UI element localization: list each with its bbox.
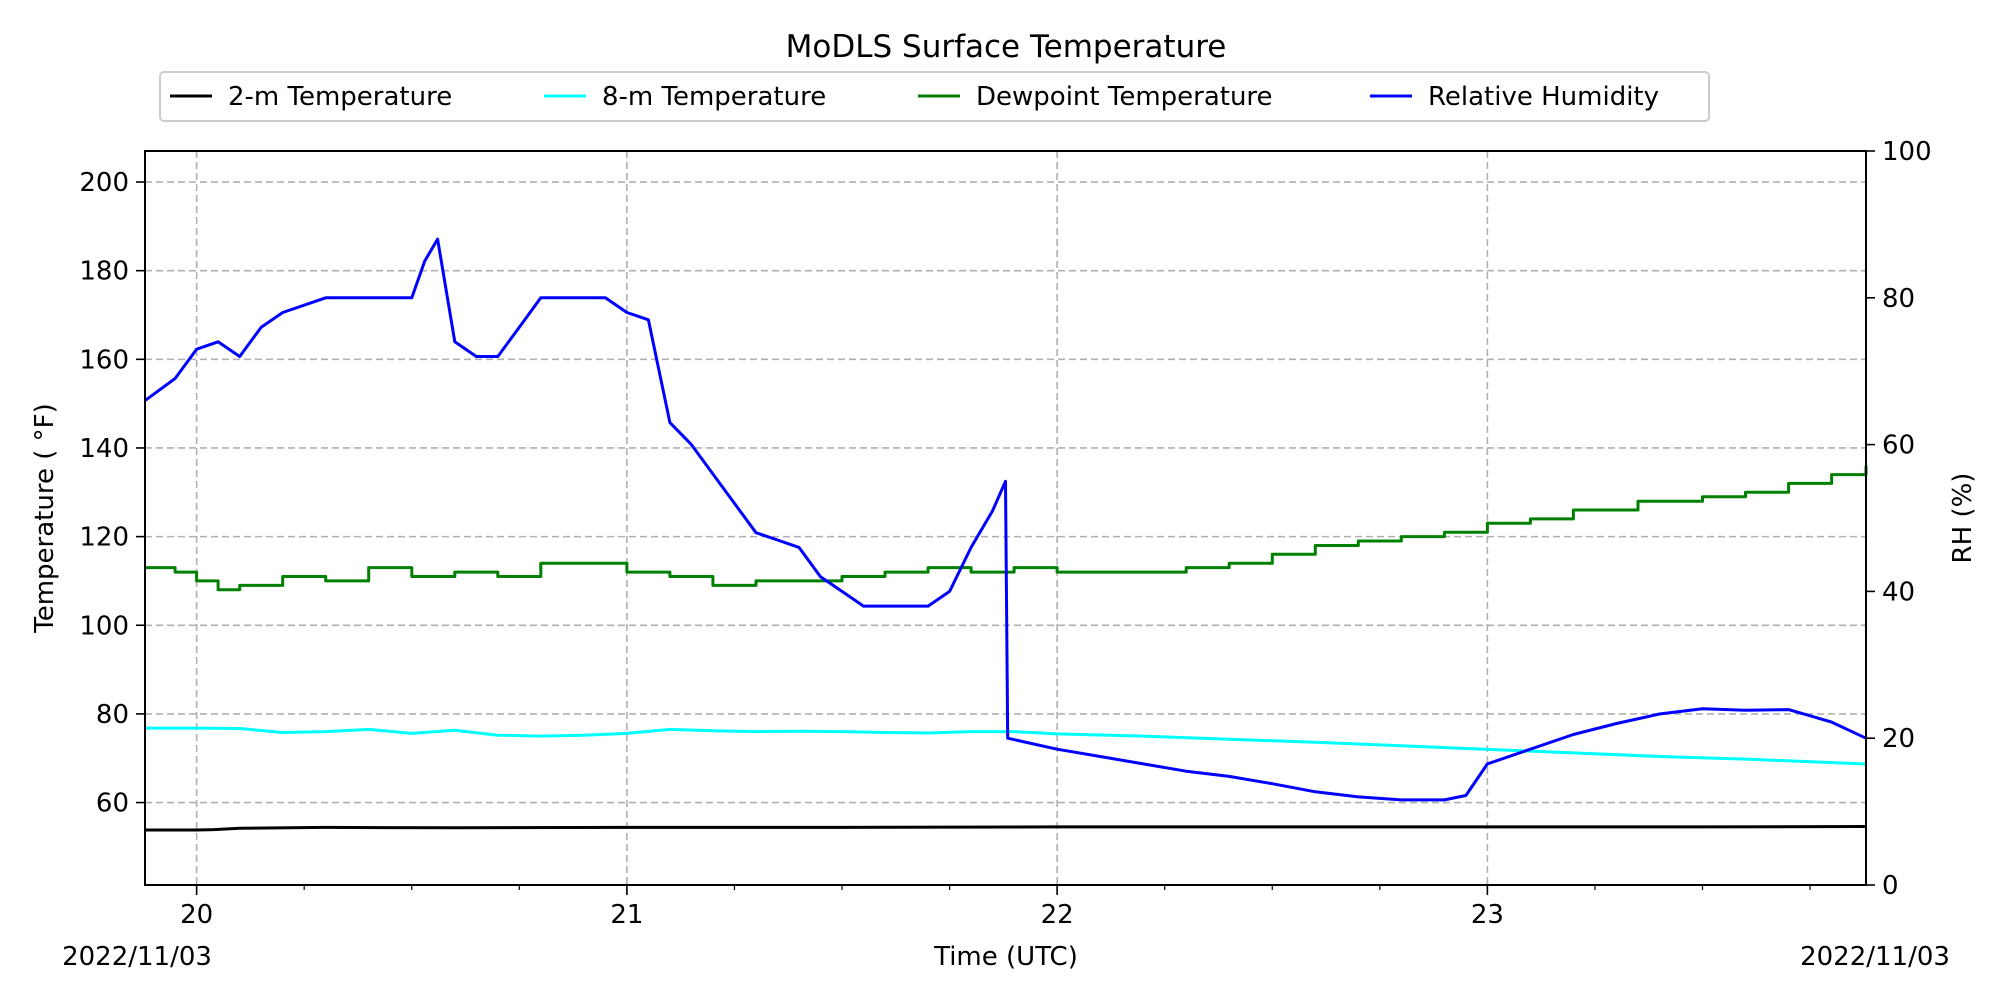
series-layer [144, 237, 1868, 832]
plot-frame [144, 150, 1867, 886]
y-tick-label-7: 200 [79, 168, 129, 198]
x-axis-label: Time (UTC) [933, 942, 1078, 972]
legend-label-2: Dewpoint Temperature [976, 82, 1273, 112]
y2-tick-label-2: 40 [1882, 577, 1915, 607]
grid [145, 151, 1866, 885]
legend-label-1: 8-m Temperature [602, 82, 826, 112]
y2-tick-label-5: 100 [1882, 137, 1932, 167]
series-line-3 [144, 237, 1867, 802]
date-label-right: 2022/11/03 [1800, 942, 1950, 972]
x-tick-label-2: 22 [1041, 900, 1074, 930]
y-tick-label-1: 80 [96, 700, 129, 730]
y-tick-label-2: 100 [79, 611, 129, 641]
chart-title: MoDLS Surface Temperature [786, 29, 1227, 65]
y-tick-label-3: 120 [79, 523, 129, 553]
series-line-0 [145, 825, 1867, 832]
series-line-2 [145, 465, 1868, 592]
y2-tick-label-1: 20 [1882, 724, 1915, 754]
legend-items: 2-m Temperature 8-m Temperature Dewpoint T… [170, 82, 1659, 112]
y2-tick-label-4: 80 [1882, 284, 1915, 314]
x-tick-label-3: 23 [1471, 900, 1504, 930]
y-tick-label-4: 140 [79, 434, 129, 464]
left-y-axis: 60 80 100 120 140 160 180 200 [79, 168, 145, 819]
x-tick-label-1: 21 [610, 900, 643, 930]
x-axis: 20 21 22 23 [180, 885, 1811, 930]
legend-label-0: 2-m Temperature [228, 82, 452, 112]
legend: 2-m Temperature 8-m Temperature Dewpoint T… [159, 71, 1710, 122]
y2-axis-label: RH (%) [1948, 473, 1978, 564]
legend-label-3: Relative Humidity [1428, 82, 1659, 112]
y-tick-label-6: 180 [79, 257, 129, 287]
series-line-1 [145, 726, 1867, 766]
y-tick-label-5: 160 [79, 345, 129, 375]
y2-tick-label-0: 0 [1882, 871, 1899, 901]
date-label-left: 2022/11/03 [62, 942, 212, 972]
x-tick-label-0: 20 [180, 900, 213, 930]
right-y-axis: 0 20 40 60 80 100 [1866, 137, 1932, 901]
y-tick-label-0: 60 [96, 789, 129, 819]
y2-tick-label-3: 60 [1882, 431, 1915, 461]
y-axis-label: Temperature ( °F) [30, 403, 60, 633]
